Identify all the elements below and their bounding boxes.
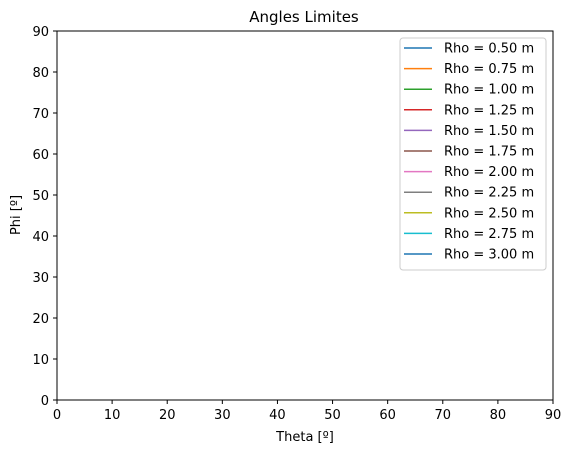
x-tick-label: 60 [379,408,396,423]
x-tick-label: 50 [324,408,341,423]
legend-label: Rho = 2.50 m [444,206,534,221]
legend-label: Rho = 3.00 m [444,248,534,263]
legend-frame [399,37,547,271]
y-axis-ticks: 0 10 20 30 40 50 60 70 80 90 [32,25,57,409]
x-tick-label: 10 [104,408,121,423]
plot-frame [56,30,554,401]
y-tick-label: 20 [32,312,49,327]
y-tick-label: 90 [32,25,49,40]
x-tick-label: 90 [545,408,562,423]
x-axis-ticks: 0 10 20 30 40 50 60 70 80 90 [53,400,561,423]
legend-label: Rho = 0.50 m [444,42,534,57]
x-tick-label: 80 [490,408,507,423]
y-tick-label: 30 [32,271,49,286]
chart-title: Angles Limites [249,8,359,26]
legend-label: Rho = 2.25 m [444,186,534,201]
x-axis-label: Theta [º] [275,430,334,445]
legend: Rho = 0.50 m Rho = 0.75 m Rho = 1.00 m Rho … [399,37,547,271]
legend-label: Rho = 0.75 m [444,62,534,77]
y-tick-label: 0 [41,394,49,409]
legend-label: Rho = 1.50 m [444,124,534,139]
y-tick-label: 40 [32,230,49,245]
x-tick-label: 70 [435,408,452,423]
x-tick-label: 30 [214,408,231,423]
legend-label: Rho = 1.75 m [444,145,534,160]
legend-label: Rho = 2.00 m [444,165,534,180]
legend-items: Rho = 0.50 m Rho = 0.75 m Rho = 1.00 m Rho … [404,42,534,263]
x-tick-label: 20 [159,408,176,423]
y-tick-label: 70 [32,107,49,122]
legend-label: Rho = 1.00 m [444,83,534,98]
legend-label: Rho = 1.25 m [444,103,534,118]
y-axis-label: Phi [º] [9,195,24,235]
y-tick-label: 60 [32,148,49,163]
y-tick-label: 50 [32,189,49,204]
legend-label: Rho = 2.75 m [444,227,534,242]
y-tick-label: 10 [32,353,49,368]
plot-area [56,30,554,401]
y-tick-label: 80 [32,66,49,81]
x-tick-label: 40 [269,408,286,423]
x-tick-label: 0 [53,408,61,423]
